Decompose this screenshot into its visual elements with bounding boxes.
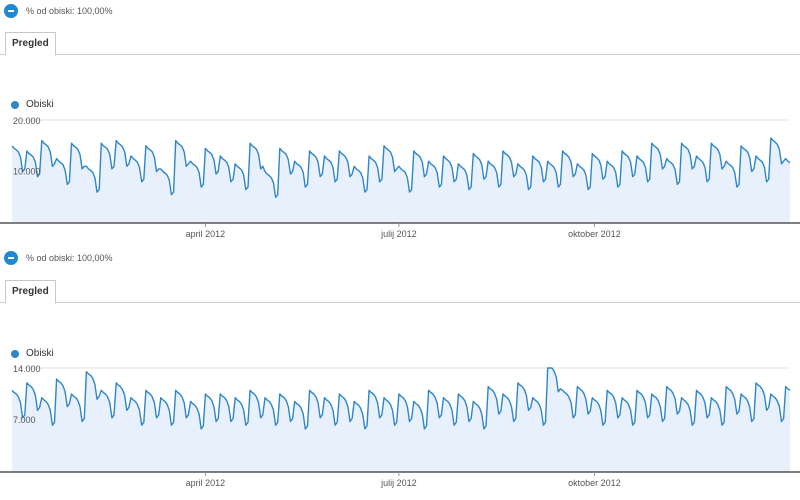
chart-legend[interactable]: Obiski xyxy=(11,348,54,359)
x-tick-label: april 2012 xyxy=(186,478,226,488)
tab-divider xyxy=(0,302,800,303)
x-tick-label: oktober 2012 xyxy=(568,478,621,488)
series-area-obiski xyxy=(12,368,790,472)
chart-legend[interactable]: Obiski xyxy=(11,99,54,110)
tab-pregled[interactable]: Pregled xyxy=(5,280,56,304)
visits-chart-1[interactable]: 10.000 20.000 april 2012 julij 2012 oktober … xyxy=(0,110,800,245)
legend-dot-icon xyxy=(11,100,19,109)
segment-percentage-label: % od obiski: 100,00% xyxy=(26,253,113,263)
segment-pie-icon[interactable] xyxy=(4,251,18,265)
legend-dot-icon xyxy=(11,349,19,358)
y-tick-label: 14.000 xyxy=(13,364,41,374)
tab-pregled[interactable]: Pregled xyxy=(5,32,56,56)
y-tick-label: 20.000 xyxy=(13,116,41,126)
segment-pie-icon[interactable] xyxy=(4,4,18,18)
y-tick-label: 10.000 xyxy=(13,167,41,177)
report-panel-2: % od obiski: 100,00% Pregled Obiski 7.00… xyxy=(0,247,800,500)
segment-row: % od obiski: 100,00% xyxy=(4,3,113,19)
x-tick-label: oktober 2012 xyxy=(568,229,621,239)
series-line-obiski xyxy=(11,367,791,430)
x-tick-label: april 2012 xyxy=(186,229,226,239)
x-tick-label: julij 2012 xyxy=(380,478,417,488)
series-line-obiski xyxy=(11,137,791,198)
legend-label: Obiski xyxy=(26,348,54,359)
legend-label: Obiski xyxy=(26,99,54,110)
series-area-obiski xyxy=(12,138,790,223)
segment-row: % od obiski: 100,00% xyxy=(4,250,113,266)
tab-divider xyxy=(0,54,800,55)
segment-percentage-label: % od obiski: 100,00% xyxy=(26,6,113,16)
visits-chart-2[interactable]: 7.000 14.000 april 2012 julij 2012 oktober 2… xyxy=(0,360,800,500)
y-tick-label: 7.000 xyxy=(13,415,36,425)
report-panel-1: % od obiski: 100,00% Pregled Obiski 10.0… xyxy=(0,0,800,245)
x-tick-label: julij 2012 xyxy=(380,229,417,239)
